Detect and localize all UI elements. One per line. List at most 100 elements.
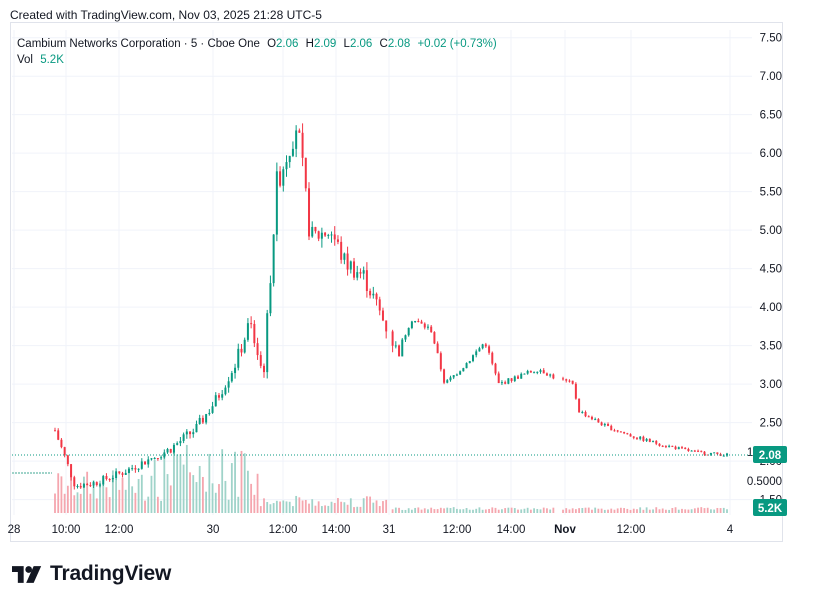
volume-bar — [398, 507, 400, 513]
volume-bar — [266, 501, 269, 513]
volume-bar — [629, 509, 632, 513]
volume-bar — [304, 499, 307, 513]
volume-bar — [436, 509, 439, 513]
time-scale: 28 10:00 12:00 30 12:00 14:00 31 12:00 14:00 Nov 1… — [8, 524, 734, 536]
volume-bar — [349, 498, 352, 513]
candle-body — [140, 461, 143, 469]
candle-body — [471, 355, 474, 362]
candle-body — [652, 440, 655, 442]
candle-body — [706, 454, 709, 456]
volume-bar — [124, 489, 127, 513]
volume-bar — [279, 501, 281, 513]
volume-bar — [414, 507, 417, 513]
candle-body — [243, 339, 246, 353]
volume-bar — [529, 509, 532, 513]
candle-body — [324, 232, 327, 236]
candle-body — [468, 361, 471, 364]
candle-body — [246, 323, 249, 340]
volume-bar — [240, 450, 243, 513]
candle-body — [722, 455, 725, 457]
volume-bar — [607, 509, 609, 513]
volume-bar — [92, 480, 95, 513]
candle-body — [253, 323, 256, 344]
volume-bar — [378, 506, 381, 513]
candle-body — [423, 323, 426, 328]
candle-body — [642, 436, 645, 441]
candle-body — [391, 331, 394, 346]
candle-body — [169, 449, 172, 453]
volume-bar — [619, 507, 622, 513]
volume-bar — [610, 508, 613, 513]
volume-bar — [616, 508, 619, 513]
candle-body — [610, 425, 613, 431]
candle-body — [703, 451, 706, 455]
volume-bar — [571, 508, 574, 513]
candle-body — [179, 440, 182, 444]
volume-bar — [292, 506, 294, 513]
candle-body — [491, 352, 494, 364]
volume-bar — [227, 499, 230, 513]
candle-body — [176, 443, 179, 445]
volume-bar — [205, 491, 208, 513]
candle-body — [295, 130, 298, 149]
volume-bar — [272, 503, 275, 513]
candle-body — [488, 346, 491, 353]
volume-bar — [468, 509, 471, 513]
volume-bar — [369, 496, 372, 513]
volume-bar — [73, 495, 76, 513]
candle-body — [549, 374, 552, 376]
price-scale: 7.50 7.00 6.50 6.00 5.50 5.00 4.50 4.00 3.50 3.00… — [760, 33, 782, 507]
volume-bar — [636, 509, 638, 513]
legend-close-label: C — [379, 38, 388, 50]
volume-bar — [230, 463, 233, 513]
volume-bar — [208, 453, 211, 513]
volume-bar — [346, 504, 349, 513]
volume-bar — [365, 496, 368, 513]
volume-bar — [465, 508, 468, 513]
candle-body — [671, 445, 674, 447]
candle-body — [224, 387, 227, 395]
volume-bar — [600, 508, 603, 513]
volume-bar — [722, 507, 725, 513]
candle-body — [404, 335, 407, 340]
volume-bar — [661, 508, 664, 513]
volume-bar — [330, 501, 333, 513]
candle-body — [282, 169, 285, 186]
volume-bar — [581, 507, 584, 513]
candle-body — [102, 476, 105, 485]
candle-body — [137, 468, 140, 470]
candle-body — [63, 447, 66, 456]
candle-body — [693, 450, 696, 452]
volume-bar — [433, 509, 436, 513]
candle-body — [478, 348, 481, 352]
candle-body — [545, 373, 548, 376]
volume-bar — [285, 501, 288, 513]
volume-bar — [475, 508, 478, 513]
time-tick-label: 10:00 — [52, 524, 81, 536]
candle-body — [182, 434, 185, 441]
volume-bar — [716, 507, 719, 513]
created-with-text: Created with TradingView.com, Nov 03, 20… — [10, 8, 322, 22]
price-tick-label: 6.50 — [760, 110, 782, 122]
volume-bar — [317, 501, 320, 513]
volume-bar — [446, 507, 449, 513]
candle-body — [259, 355, 262, 366]
candle-body — [275, 171, 278, 235]
volume-bar — [639, 507, 642, 513]
candle-body — [626, 433, 629, 435]
volume-bar — [218, 484, 220, 513]
candle-body — [356, 272, 359, 278]
volume-bar — [128, 469, 130, 513]
volume-bar — [176, 454, 179, 513]
volume-bar — [76, 492, 79, 513]
tradingview-brand[interactable]: TradingView — [12, 562, 171, 586]
candle-body — [436, 343, 439, 354]
candle-body — [526, 370, 529, 374]
time-tick-label: 12:00 — [617, 524, 646, 536]
candle-body — [189, 431, 192, 435]
volume-bar — [169, 485, 172, 513]
chart-frame[interactable] — [10, 22, 783, 542]
candle-body — [648, 438, 651, 442]
volume-bar — [478, 507, 481, 513]
